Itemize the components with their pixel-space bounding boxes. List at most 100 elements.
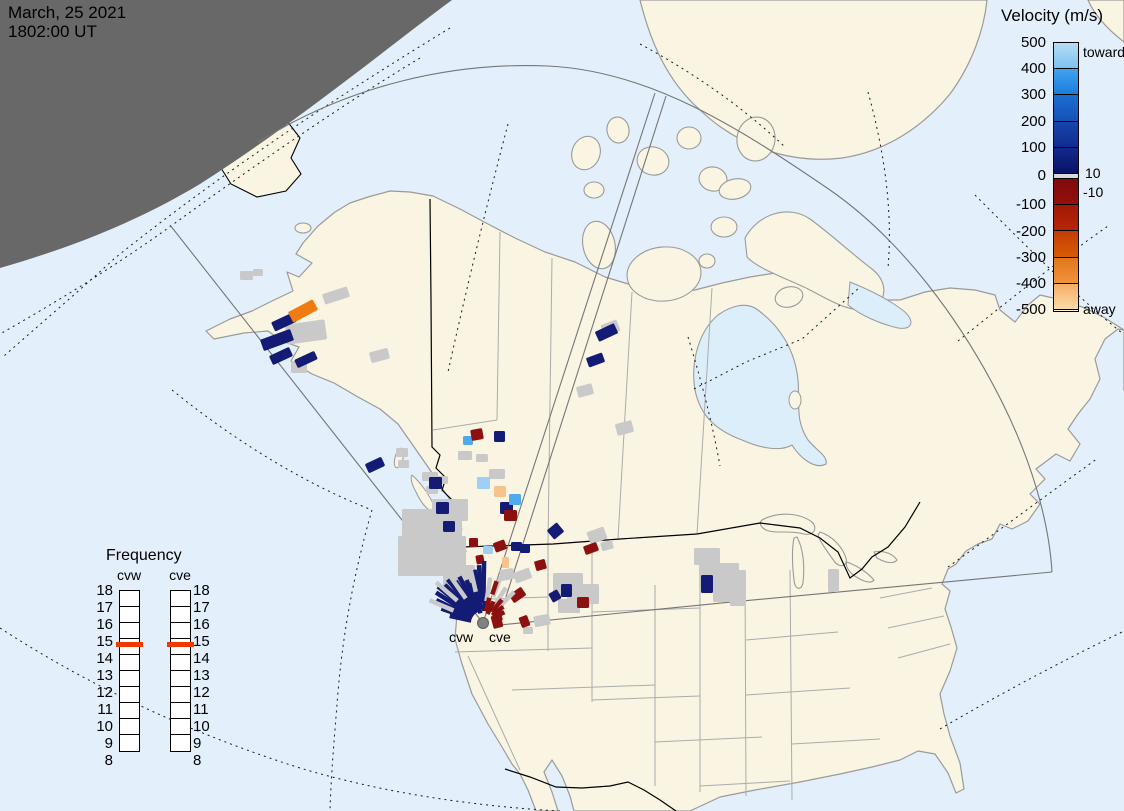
velocity-cell — [509, 587, 526, 603]
radar-fov-lines — [169, 65, 1053, 626]
radar-beam — [468, 567, 478, 593]
scatter-cell — [253, 269, 263, 276]
coastline-corner-land — [1087, 0, 1124, 43]
scatter-cell — [489, 469, 505, 479]
frequency-ladder — [119, 590, 140, 752]
radar-beam — [434, 590, 471, 617]
frequency-column-label: cve — [169, 567, 191, 583]
frequency-ladder-cell — [120, 703, 139, 719]
radar-beam — [485, 600, 496, 615]
frequency-panel-title: Frequency — [106, 547, 182, 564]
velocity-cell — [443, 521, 455, 532]
frequency-ladder-cell — [120, 671, 139, 687]
frequency-ladder-cell — [171, 719, 190, 735]
scatter-cell — [600, 539, 614, 552]
toward-label: toward — [1083, 44, 1124, 60]
velocity-cell — [365, 457, 385, 473]
frequency-scale-label: 8 — [193, 752, 202, 769]
radar-beam — [490, 604, 505, 618]
velocity-tick-label: 100 — [1020, 139, 1046, 156]
velocity-cell — [586, 352, 605, 368]
away-label: away — [1083, 301, 1116, 317]
frequency-ladder-cell — [120, 591, 139, 607]
velocity-tick-label: -300 — [1015, 249, 1046, 266]
frequency-scale-label: 16 — [96, 616, 113, 633]
frequency-ladder-cell — [120, 719, 139, 735]
frequency-scale-label: 10 — [96, 718, 113, 735]
frequency-scale-label: 14 — [193, 650, 210, 667]
velocity-cell — [288, 299, 318, 323]
radar-site-dot — [477, 617, 489, 629]
velocity-colorbar-segment — [1054, 205, 1078, 232]
velocity-cell — [504, 510, 517, 521]
scatter-cell — [586, 526, 608, 545]
velocity-cell — [502, 557, 509, 568]
scatter-cell — [284, 319, 328, 345]
frequency-ladder-cell — [120, 639, 139, 655]
radar-beam — [492, 615, 503, 623]
velocity-cell — [520, 544, 530, 553]
velocity-cell — [494, 486, 506, 497]
frequency-ladder-cell — [120, 607, 139, 623]
frequency-ladder-cell — [120, 687, 139, 703]
velocity-cell — [436, 502, 449, 514]
velocity-tick-label: -200 — [1015, 223, 1046, 240]
frequency-ladder-cell — [171, 735, 190, 751]
velocity-colorbar-segment — [1054, 69, 1078, 96]
velocity-colorbar-segment — [1054, 231, 1078, 258]
scatter-cell — [398, 460, 409, 468]
velocity-cell — [547, 522, 564, 540]
velocity-cell — [470, 428, 484, 441]
frequency-scale-label: 12 — [96, 684, 113, 701]
velocity-cell — [269, 347, 293, 365]
velocity-tick-label: -500 — [1015, 301, 1046, 318]
velocity-cell — [483, 546, 493, 554]
frequency-scale-label: 11 — [97, 701, 113, 718]
velocity-cell — [577, 597, 589, 608]
velocity-cell — [583, 542, 599, 555]
frequency-scale-label: 17 — [193, 599, 210, 616]
frequency-scale-label: 18 — [96, 582, 113, 599]
velocity-cell — [561, 584, 572, 597]
velocity-colorbar-segment — [1054, 43, 1078, 70]
velocity-colorbar-segment — [1054, 121, 1078, 148]
frequency-ladder-cell — [171, 607, 190, 623]
velocity-cell — [595, 323, 618, 342]
scatter-cell — [402, 509, 462, 543]
frequency-scale-label: 18 — [193, 582, 210, 599]
velocity-cell — [477, 477, 490, 489]
velocity-colorbar-segment — [1054, 257, 1078, 284]
frequency-scale-label: 15 — [96, 633, 113, 650]
velocity-cell — [518, 615, 531, 628]
frequency-scale-label: 13 — [193, 667, 210, 684]
frequency-scale-label: 9 — [104, 735, 113, 752]
frequency-scale-label: 17 — [96, 599, 113, 616]
velocity-cell — [260, 329, 294, 351]
frequency-scale-label: 9 — [193, 735, 202, 752]
velocity-colorbar-segment — [1054, 95, 1078, 122]
scatter-cell — [615, 420, 634, 436]
radar-beam — [484, 577, 493, 602]
velocity-cell — [429, 477, 442, 489]
velocity-colorbar — [1053, 42, 1079, 312]
velocity-colorbar-segment — [1054, 283, 1078, 310]
radar-beam — [447, 574, 468, 600]
velocity-tick-label: 300 — [1020, 86, 1046, 103]
lower-threshold-label: -10 — [1083, 184, 1104, 200]
upper-threshold-label: 10 — [1085, 165, 1101, 181]
scatter-cell — [240, 271, 253, 280]
velocity-legend-title: Velocity (m/s) — [1001, 6, 1104, 25]
radar-beam — [483, 597, 492, 612]
radar-beam — [492, 586, 508, 608]
scatter-cell — [369, 348, 390, 363]
fov-cve-right-edge — [499, 571, 1053, 626]
frequency-column-label: cvw — [116, 567, 142, 583]
fov-corridor-right — [496, 95, 667, 626]
frequency-ladder-cell — [171, 703, 190, 719]
hudson-bay — [693, 304, 827, 466]
frequency-ladder-cell — [120, 623, 139, 639]
scatter-cell — [523, 627, 533, 634]
scatter-cell — [396, 448, 408, 457]
velocity-tick-label: -100 — [1015, 196, 1046, 213]
